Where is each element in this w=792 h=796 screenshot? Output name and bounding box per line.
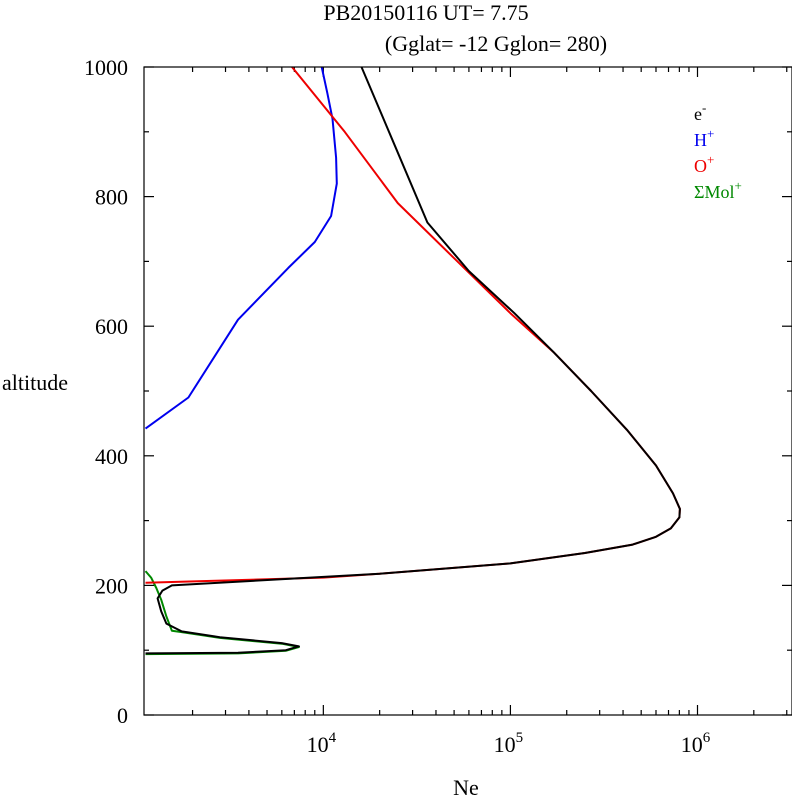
y-tick-label: 200 bbox=[95, 573, 128, 598]
x-axis-label: Ne bbox=[453, 775, 479, 796]
y-tick-label: 600 bbox=[95, 314, 128, 339]
legend-entry-1: H+ bbox=[694, 126, 714, 150]
chart-title-line2: (Gglat= -12 Gglon= 280) bbox=[385, 31, 607, 56]
series-line-1 bbox=[144, 66, 338, 430]
legend-entry-3: ΣMol+ bbox=[694, 178, 742, 202]
legend-entry-2: O+ bbox=[694, 152, 714, 176]
y-tick-label: 0 bbox=[117, 703, 128, 728]
plot-frame bbox=[143, 66, 792, 716]
chart-title-line1: PB20150116 UT= 7.75 bbox=[323, 0, 528, 25]
series-lines bbox=[144, 66, 681, 656]
y-tick-label: 400 bbox=[95, 444, 128, 469]
legend-entry-0: e- bbox=[694, 100, 706, 124]
y-axis-label: altitude bbox=[2, 370, 68, 395]
x-tick-label: 105 bbox=[494, 730, 523, 757]
y-tick-label: 800 bbox=[95, 185, 128, 210]
x-tick-label: 106 bbox=[681, 730, 711, 757]
series-line-2 bbox=[145, 66, 681, 584]
x-tick-label: 104 bbox=[307, 730, 337, 757]
axis-ticks: 0 200 400 600 800 1000 104 105 106 bbox=[84, 55, 792, 757]
y-tick-label: 1000 bbox=[84, 55, 128, 80]
legend: e-H+O+ΣMol+ bbox=[694, 100, 742, 202]
series-line-0 bbox=[145, 66, 681, 655]
